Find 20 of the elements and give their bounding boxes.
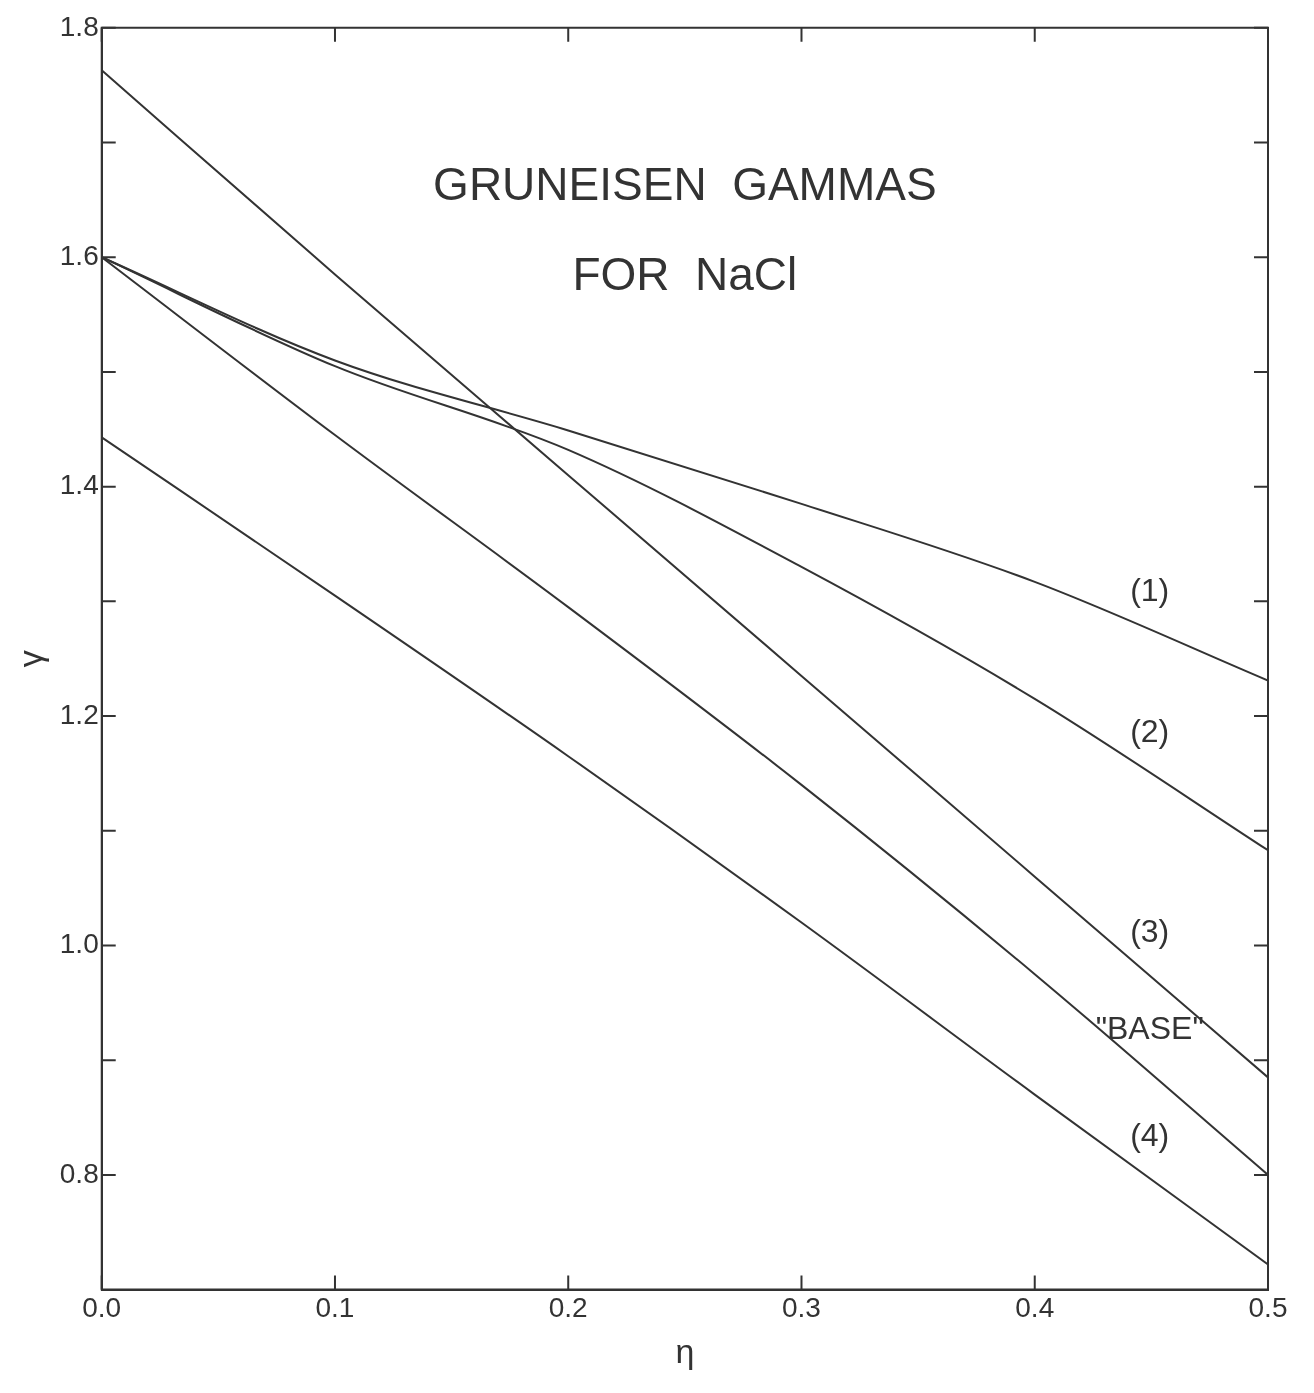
y-tick-label: 1.2 [59,698,99,730]
series-label: "BASE" [1095,1010,1204,1047]
x-tick-label: 0.2 [548,1292,588,1324]
x-tick-label: 0.0 [82,1292,122,1324]
y-tick-label: 0.8 [59,1157,99,1189]
y-tick-label: 1.4 [59,469,99,501]
series-label: (3) [1130,912,1170,949]
x-tick-label: 0.4 [1015,1292,1055,1324]
series-label: (4) [1130,1116,1170,1153]
x-axis-title: η [675,1331,695,1370]
x-tick-label: 0.1 [315,1292,355,1324]
y-tick-label: 1.6 [59,239,99,271]
y-tick-label: 1.0 [59,928,99,960]
x-tick-label: 0.5 [1248,1292,1288,1324]
y-tick-label: 1.8 [59,10,99,42]
text: GRUNEISEN GAMMAS FOR NaCl [433,158,937,301]
series-label: (1) [1130,572,1170,609]
series-label: (2) [1130,712,1170,749]
x-tick-label: 0.3 [782,1292,821,1324]
y-axis-title: γ [10,650,49,668]
